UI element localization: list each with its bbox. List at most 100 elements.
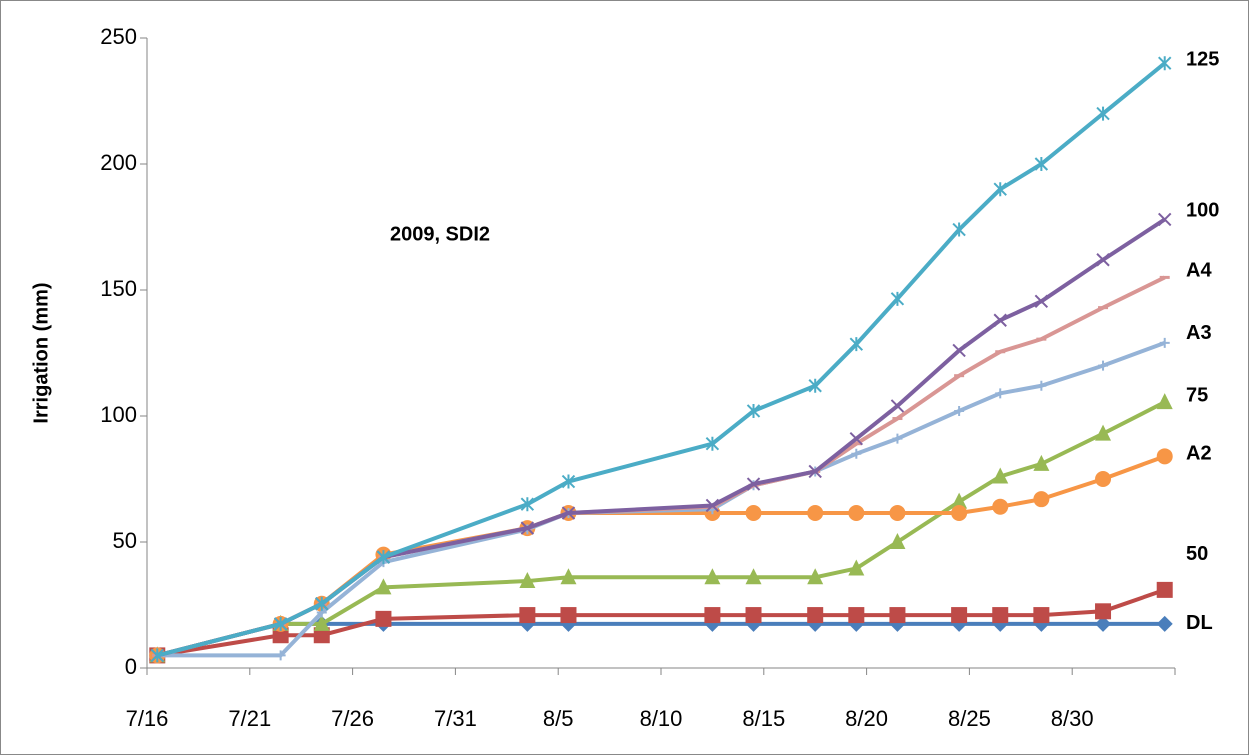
- marker: [704, 607, 721, 624]
- marker: [1033, 607, 1050, 624]
- y-tick-label: 0: [125, 654, 137, 679]
- x-tick-label: 7/16: [126, 706, 169, 731]
- marker: [745, 505, 762, 522]
- series-label: A2: [1186, 443, 1212, 465]
- marker: [808, 464, 822, 479]
- x-tick-label: 8/30: [1051, 706, 1094, 731]
- marker: [951, 505, 968, 522]
- marker: [150, 648, 164, 663]
- marker: [560, 568, 577, 585]
- marker: [519, 572, 536, 589]
- marker: [376, 550, 391, 565]
- marker: [951, 492, 968, 509]
- series-label: 75: [1186, 384, 1208, 406]
- series-label: A4: [1186, 260, 1212, 282]
- marker: [520, 521, 535, 535]
- marker: [848, 559, 865, 576]
- y-tick-label: 200: [100, 150, 137, 175]
- marker: [849, 337, 864, 352]
- marker: [1095, 615, 1112, 632]
- marker: [313, 614, 330, 631]
- marker: [1156, 615, 1173, 632]
- marker: [375, 578, 392, 595]
- marker: [992, 607, 1009, 624]
- series-label: 50: [1186, 543, 1208, 565]
- marker: [746, 477, 761, 491]
- marker: [951, 607, 968, 624]
- x-tick-label: 8/15: [742, 706, 785, 731]
- marker: [993, 313, 1007, 327]
- marker: [1098, 360, 1109, 371]
- marker: [849, 431, 864, 446]
- marker: [808, 378, 822, 393]
- marker: [519, 607, 536, 624]
- marker: [1156, 393, 1173, 410]
- marker: [1158, 212, 1172, 227]
- marker: [745, 607, 762, 624]
- marker: [995, 388, 1006, 399]
- series-label: 125: [1186, 48, 1219, 70]
- marker: [952, 343, 966, 358]
- marker: [313, 627, 330, 644]
- marker: [993, 182, 1007, 197]
- marker: [890, 291, 905, 306]
- marker: [275, 650, 286, 661]
- marker: [520, 497, 535, 512]
- marker: [848, 505, 865, 522]
- marker: [992, 467, 1009, 484]
- marker: [273, 616, 288, 631]
- marker: [746, 403, 761, 418]
- marker: [1034, 157, 1049, 171]
- marker: [1096, 106, 1110, 121]
- series-line: [156, 587, 1166, 658]
- y-tick-label: 150: [100, 276, 137, 301]
- x-tick-label: 8/10: [640, 706, 683, 731]
- marker: [1096, 253, 1110, 267]
- marker: [889, 505, 906, 522]
- marker: [1159, 337, 1170, 348]
- marker: [952, 222, 966, 237]
- marker: [992, 498, 1009, 515]
- marker: [561, 474, 576, 489]
- marker: [272, 627, 289, 644]
- series-label: A3: [1186, 322, 1212, 344]
- y-axis-title: Irrigation (mm): [30, 282, 52, 423]
- marker: [807, 607, 824, 624]
- marker: [954, 405, 965, 416]
- marker: [892, 433, 903, 444]
- marker: [890, 399, 905, 413]
- y-tick-label: 50: [113, 528, 137, 553]
- marker: [1095, 603, 1112, 620]
- marker: [704, 568, 721, 585]
- marker: [1095, 424, 1112, 441]
- marker: [375, 610, 392, 627]
- marker: [1033, 454, 1050, 471]
- marker: [745, 568, 762, 585]
- x-tick-label: 8/25: [948, 706, 991, 731]
- series-line: [156, 61, 1166, 658]
- marker: [807, 505, 824, 522]
- marker: [1034, 294, 1049, 309]
- y-tick-label: 100: [100, 402, 137, 427]
- marker: [1156, 581, 1173, 598]
- y-tick-label: 250: [100, 24, 137, 49]
- marker: [851, 448, 862, 459]
- marker: [705, 436, 720, 451]
- marker: [1036, 380, 1047, 391]
- marker: [889, 533, 906, 549]
- x-tick-label: 8/5: [543, 706, 574, 731]
- marker: [315, 596, 329, 611]
- series-line: [156, 621, 1165, 658]
- x-tick-label: 7/21: [228, 706, 271, 731]
- marker: [1156, 448, 1173, 465]
- annotation: 2009, SDI2: [390, 223, 490, 245]
- marker: [1095, 471, 1112, 487]
- x-tick-label: 7/31: [434, 706, 477, 731]
- x-tick-label: 8/20: [845, 706, 888, 731]
- marker: [1033, 491, 1050, 508]
- series-label: 100: [1186, 200, 1219, 222]
- marker: [561, 506, 576, 520]
- marker: [807, 568, 824, 585]
